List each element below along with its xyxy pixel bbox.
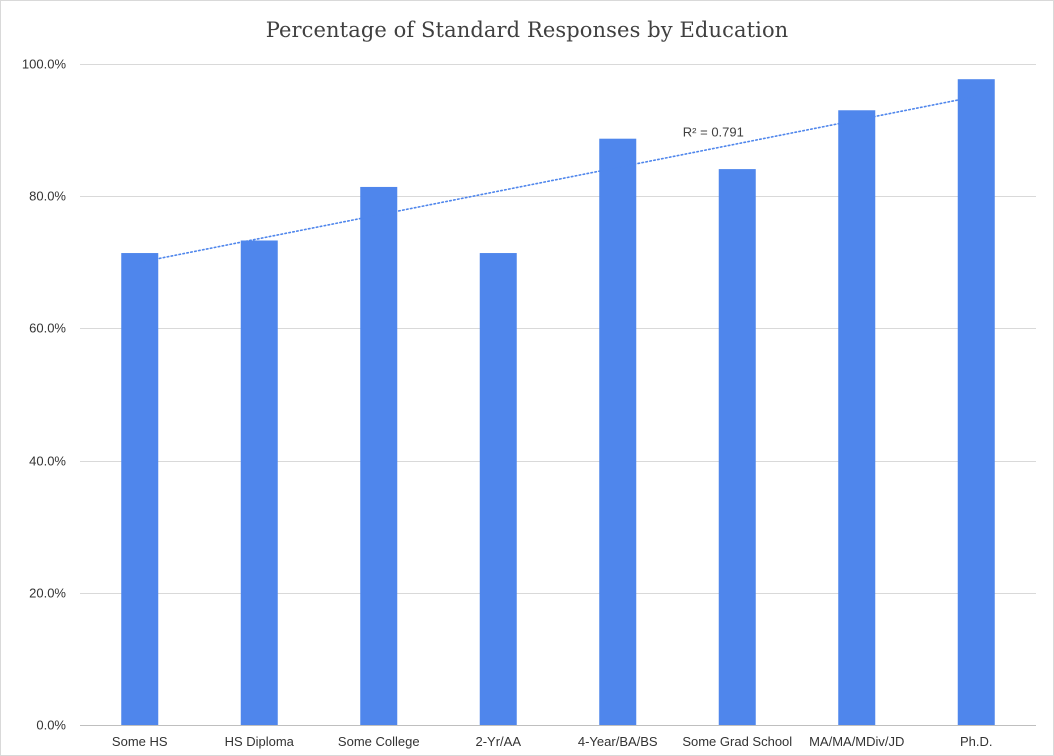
bar (838, 110, 876, 725)
y-tick-label: 100.0% (22, 57, 67, 72)
x-tick-label: 2-Yr/AA (475, 734, 521, 749)
r-squared-label: R² = 0.791 (683, 125, 744, 140)
x-tick-label: Some Grad School (682, 734, 792, 749)
x-tick-label: MA/MA/MDiv/JD (809, 734, 904, 749)
x-tick-label: Some HS (112, 734, 168, 749)
bar (240, 240, 278, 725)
x-tick-label: Some College (338, 734, 420, 749)
x-tick-label: HS Diploma (225, 734, 295, 749)
bar (360, 186, 398, 726)
y-tick-label: 40.0% (29, 454, 66, 469)
chart-title: Percentage of Standard Responses by Educ… (265, 18, 789, 42)
bar (599, 138, 637, 725)
trendline (138, 95, 978, 264)
grid-lines (80, 64, 1036, 726)
bar (718, 169, 756, 725)
bar (121, 253, 159, 725)
bar (479, 253, 517, 725)
bars (121, 79, 995, 726)
labels: 0.0% 20.0% 40.0% 60.0% 80.0% 100.0% Some HS HS … (22, 57, 993, 750)
x-tick-label: 4-Year/BA/BS (578, 734, 658, 749)
x-tick-label: Ph.D. (960, 734, 993, 749)
bar (957, 79, 995, 725)
y-tick-label: 80.0% (29, 189, 66, 204)
trendline-group (138, 95, 978, 264)
y-tick-label: 20.0% (29, 586, 66, 601)
y-tick-label: 60.0% (29, 321, 66, 336)
y-tick-label: 0.0% (36, 718, 66, 733)
